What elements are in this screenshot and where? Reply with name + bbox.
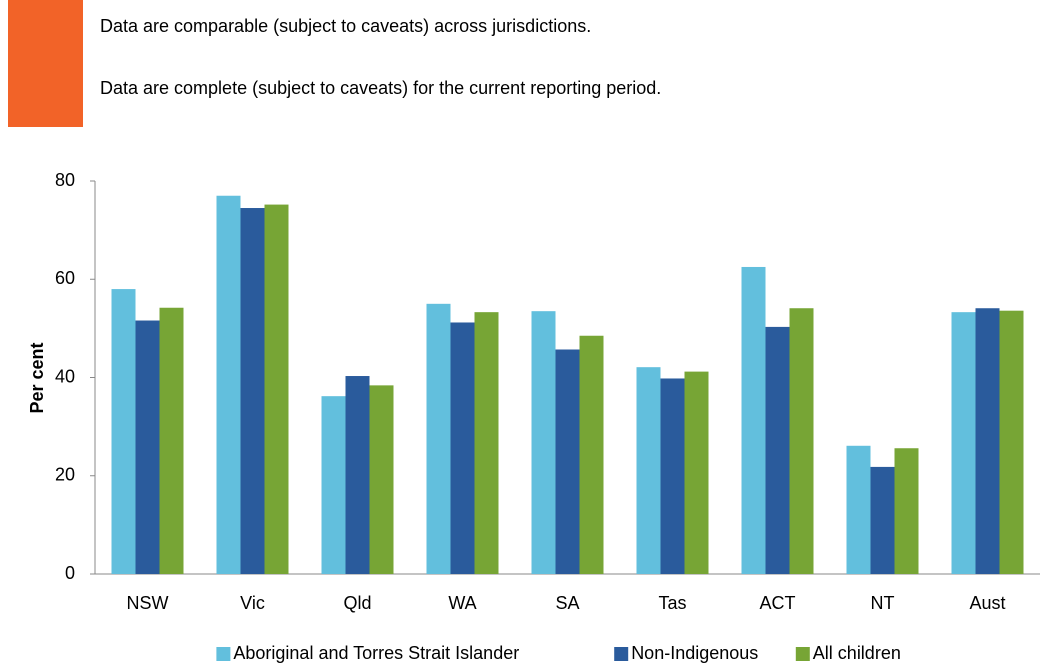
note: Data are comparable (subject to caveats)… — [100, 16, 592, 36]
legend-swatch — [614, 647, 629, 661]
bar — [135, 320, 160, 574]
bar — [216, 195, 241, 575]
bar — [579, 335, 604, 574]
bar — [321, 396, 346, 574]
bar — [636, 367, 661, 574]
bar — [765, 326, 790, 574]
x-tick-label: WA — [448, 593, 476, 613]
y-tick-label: 40 — [55, 366, 75, 386]
x-tick-label: Aust — [969, 593, 1005, 613]
legend-swatch — [216, 647, 231, 661]
y-tick-label: 60 — [55, 268, 75, 288]
legend-label: Aboriginal and Torres Strait Islander — [233, 643, 519, 663]
y-tick-label: 20 — [55, 465, 75, 485]
bar — [870, 466, 895, 574]
bar — [240, 208, 265, 575]
bar — [111, 289, 136, 574]
bar — [369, 385, 394, 574]
bar — [450, 322, 475, 574]
x-tick-label: ACT — [760, 593, 796, 613]
legend-label: All children — [813, 643, 901, 663]
bar — [999, 310, 1024, 574]
legend-swatch — [795, 647, 810, 661]
x-tick-label: SA — [555, 593, 579, 613]
bar — [846, 445, 871, 574]
bar — [975, 308, 1000, 574]
bar — [474, 312, 499, 574]
bar — [684, 371, 709, 574]
bar — [264, 204, 289, 574]
bar — [894, 448, 919, 574]
x-tick-label: NSW — [127, 593, 169, 613]
bar — [531, 311, 556, 574]
x-tick-label: NT — [871, 593, 895, 613]
bar — [555, 349, 580, 574]
bar — [159, 307, 184, 574]
bar — [660, 378, 685, 574]
bar — [789, 308, 814, 574]
y-tick-label: 0 — [65, 563, 75, 583]
x-tick-label: Vic — [240, 593, 265, 613]
y-axis-label: Per cent — [27, 342, 47, 413]
x-tick-label: Tas — [658, 593, 686, 613]
note: Data are complete (subject to caveats) f… — [100, 78, 662, 98]
bar — [345, 376, 370, 574]
status-badge — [8, 0, 83, 127]
bar — [741, 266, 766, 574]
legend-label: Non-Indigenous — [631, 643, 758, 663]
x-tick-label: Qld — [343, 593, 371, 613]
bar — [951, 312, 976, 574]
bar — [426, 303, 451, 574]
y-tick-label: 80 — [55, 170, 75, 190]
